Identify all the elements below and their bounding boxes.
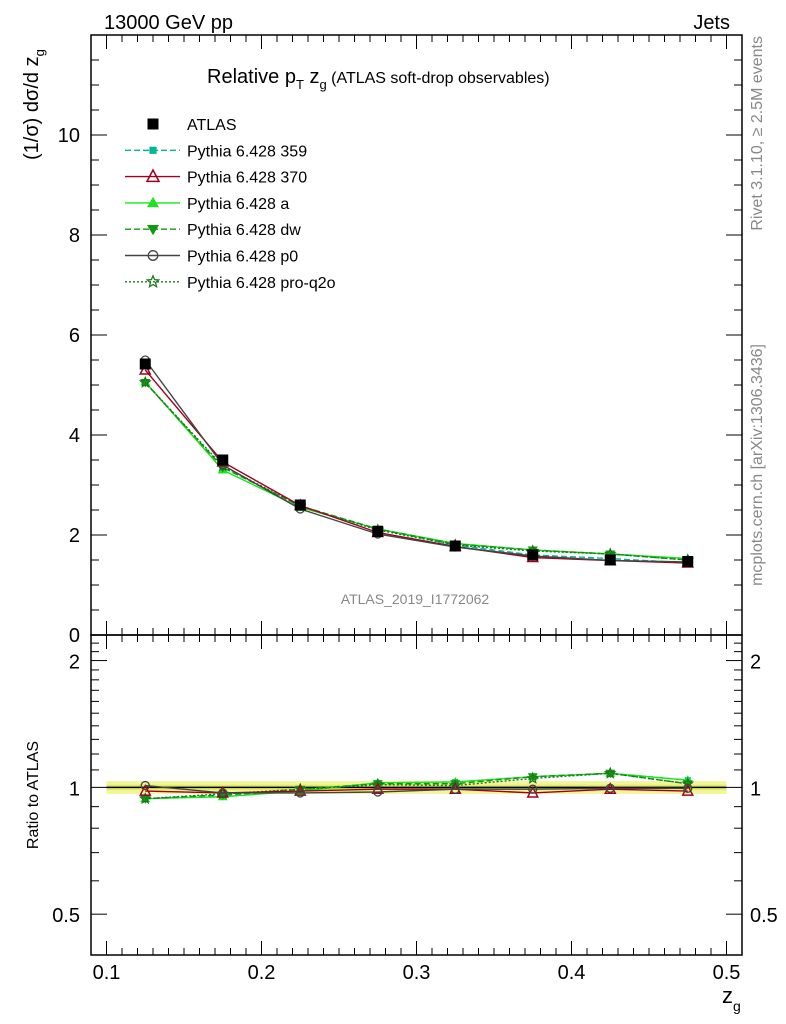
main-y-tick-label: 4 <box>69 425 80 447</box>
legend-label-4: Pythia 6.428 dw <box>187 222 301 239</box>
series-6-point <box>138 375 152 388</box>
x-tick-label: 0.1 <box>93 962 121 984</box>
legend-marker-0 <box>147 118 159 130</box>
ratio-y-tick-label-left: 0.5 <box>52 905 80 927</box>
legend-marker-2 <box>145 168 161 183</box>
chart-title-part-b: z <box>304 66 320 88</box>
ratio-data-series <box>138 766 695 805</box>
ratio-axis-ticks: 0.1 0.2 0.3 0.4 0.5 0.5 0.5 1 1 2 2 <box>52 635 778 984</box>
series-0-point <box>527 549 539 561</box>
ratio-6-point <box>371 777 385 791</box>
legend-marker-5 <box>147 250 159 261</box>
x-tick-label: 0.3 <box>403 962 431 984</box>
ratio-5-point <box>528 784 538 794</box>
chart-title-part-a: Relative p <box>207 66 296 88</box>
ratio-line-5 <box>145 784 688 794</box>
header-right: Jets <box>693 12 730 34</box>
ratio-5-point <box>605 783 615 793</box>
legend-label-6: Pythia 6.428 pro-q2o <box>187 275 336 292</box>
y-axis-label: (1/σ) dσ/d zg <box>21 49 47 160</box>
legend-label-5: Pythia 6.428 p0 <box>187 249 298 266</box>
ratio-5-point <box>295 788 305 798</box>
x-tick-label: 0.2 <box>248 962 276 984</box>
main-data-series <box>138 355 695 568</box>
series-0-point <box>449 540 461 552</box>
x-tick-label: 0.4 <box>558 962 586 984</box>
legend-marker-3 <box>147 196 159 208</box>
y-axis-label-main: (1/σ) dσ/d z <box>21 56 43 160</box>
ratio-y-tick-label-right: 1 <box>750 778 761 800</box>
legend-marker-1 <box>149 146 157 154</box>
ratio-2-point <box>681 783 694 796</box>
main-y-tick-label: 6 <box>69 325 80 347</box>
ratio-5-point <box>140 780 150 791</box>
main-y-tick-label: 10 <box>58 125 80 147</box>
ratio-y-axis-label: Ratio to ATLAS <box>25 741 42 849</box>
ratio-4-point <box>527 773 538 782</box>
ratio-y-tick-label-right: 2 <box>750 652 761 674</box>
chart-title: Relative pT zg (ATLAS soft-drop observab… <box>207 66 550 92</box>
main-y-tick-label: 2 <box>69 525 80 547</box>
chart-title-part-c: (ATLAS soft-drop observables) <box>327 70 550 87</box>
ratio-6-point <box>448 778 462 791</box>
ratio-6-point <box>603 766 617 779</box>
series-0-point <box>139 358 151 370</box>
series-0-point <box>372 526 384 537</box>
header-left: 13000 GeV pp <box>104 12 233 34</box>
legend-marker-6 <box>145 274 161 289</box>
ratio-5-point <box>683 783 693 793</box>
chart-title-sub-g: g <box>319 77 326 92</box>
main-y-tick-label: 8 <box>69 225 80 247</box>
x-tick-label: 0.5 <box>713 962 741 984</box>
series-0-point <box>604 554 616 566</box>
legend-label-3: Pythia 6.428 a <box>187 196 289 213</box>
x-axis-label-sub: g <box>733 998 741 1014</box>
ratio-5-point <box>450 784 460 794</box>
x-axis-label: zg <box>722 983 741 1014</box>
series-line-4 <box>144 382 688 561</box>
ratio-plot-frame <box>90 634 743 956</box>
legend-label-1: Pythia 6.428 359 <box>187 143 307 160</box>
rivet-label: Rivet 3.1.10, ≥ 2.5M events <box>749 36 766 231</box>
legend-label-0: ATLAS <box>187 117 237 134</box>
legend-marker-4 <box>147 225 159 236</box>
ratio-6-point <box>138 791 152 805</box>
legend-label-2: Pythia 6.428 370 <box>187 170 307 187</box>
chart-title-sub-t: T <box>296 77 304 92</box>
ratio-5-point <box>218 788 228 798</box>
analysis-watermark: ATLAS_2019_I1772062 <box>341 591 490 607</box>
series-0-point <box>294 499 306 511</box>
series-0-point <box>682 556 694 567</box>
ratio-5-point <box>373 787 383 797</box>
series-line-3 <box>144 381 688 560</box>
ratio-y-tick-label-right: 0.5 <box>750 905 778 927</box>
ratio-2-point <box>139 783 152 796</box>
main-y-tick-label: 0 <box>69 625 80 647</box>
x-axis-label-main: z <box>722 983 733 1008</box>
ratio-line-6 <box>145 772 688 800</box>
ratio-y-tick-label-left: 1 <box>69 778 80 800</box>
ratio-6-point <box>526 771 540 784</box>
main-axis-ticks: 0 2 4 6 8 10 <box>58 35 742 647</box>
series-0-point <box>217 454 229 466</box>
legend: ATLAS Pythia 6.428 359 Pythia 6.428 370 Pyt… <box>125 117 336 292</box>
mcplots-label: mcplots.cern.ch [arXiv:1306.3436] <box>749 344 766 586</box>
ratio-y-tick-label-left: 2 <box>69 652 80 674</box>
series-line-5 <box>144 359 688 563</box>
y-axis-label-sub: g <box>32 49 47 56</box>
